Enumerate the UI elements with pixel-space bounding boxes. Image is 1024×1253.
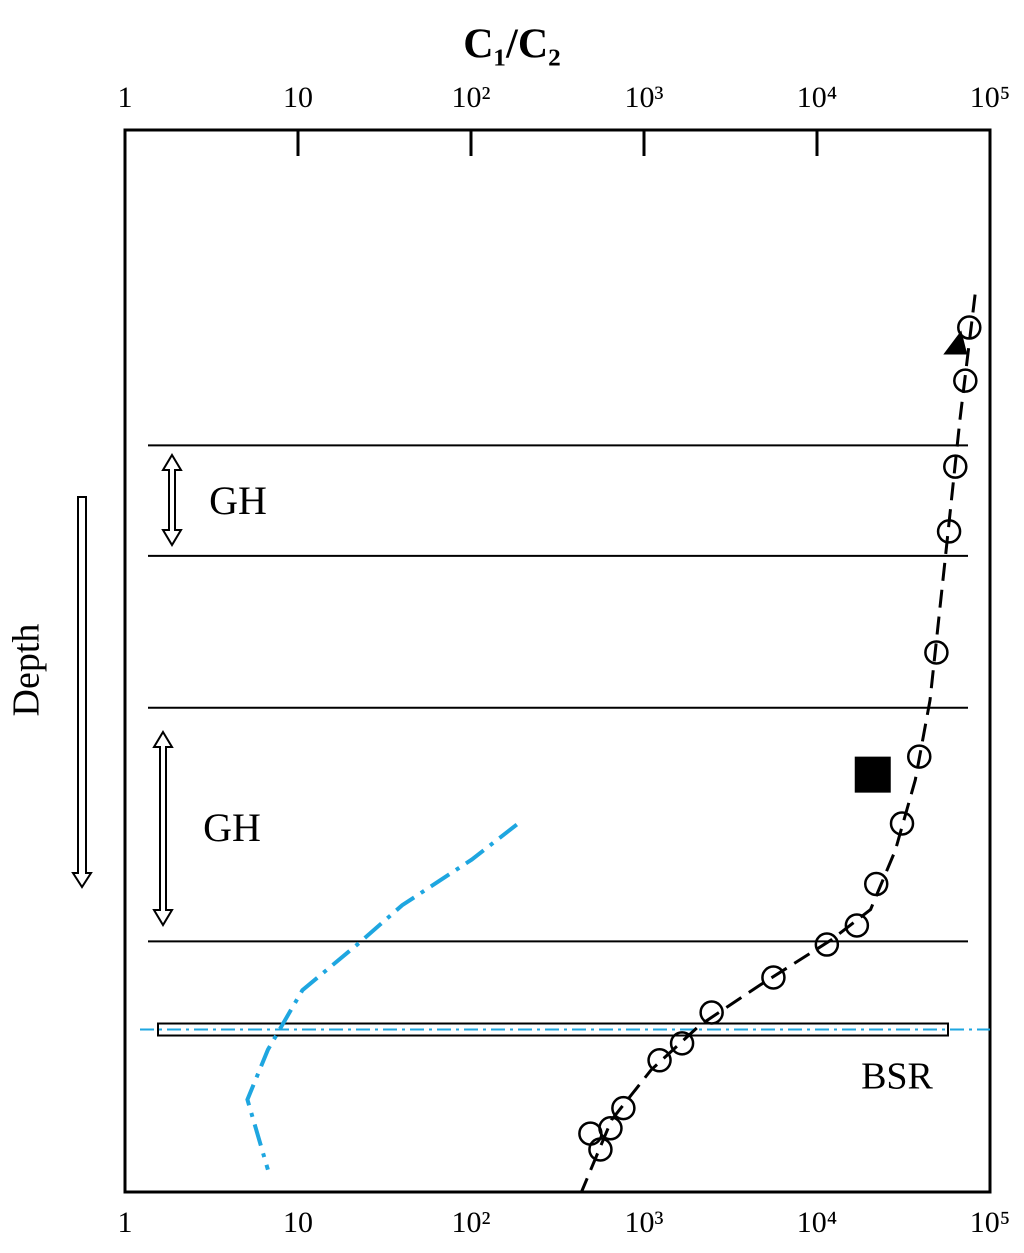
sample-point [953,368,978,393]
depth-arrow [71,496,93,889]
sample-point [647,1048,672,1073]
x-tick-label-top: 1 [118,81,133,114]
x-tick-label-bottom: 1 [118,1206,133,1239]
sample-point [814,932,840,957]
gh-arrow [152,453,183,927]
x-tick-label-bottom: 10² [452,1206,491,1239]
triangle-point [943,330,968,355]
chart-title: C₁/C₂ [463,22,561,68]
sample-point [699,1000,724,1025]
x-tick-label-top: 10 [283,81,313,114]
y-axis-label: Depth [6,624,48,717]
sample-point [578,1121,603,1146]
sample-point [943,454,968,479]
x-tick-label-bottom: 10⁴ [797,1206,837,1239]
x-tick-label-bottom: 10 [283,1206,313,1239]
annotation: BSR [861,1056,933,1098]
trend-line [580,294,977,1193]
x-tick-label-top: 10² [452,81,491,114]
sample-point [957,315,982,340]
square-point [854,756,891,793]
x-tick-label-top: 10⁴ [797,81,837,114]
x-tick-label-top: 10³ [625,81,664,114]
sample-point [907,744,932,769]
annotation: GH [203,805,261,850]
sample-point [611,1095,636,1121]
sample-point [598,1116,623,1141]
annotation: GH [209,478,267,523]
sample-point [588,1137,613,1162]
x-tick-label-top: 10⁵ [970,81,1010,114]
sample-point [761,965,786,990]
sample-point [924,640,949,665]
sample-point [889,811,915,836]
sample-point [669,1031,695,1056]
x-tick-label-bottom: 10⁵ [970,1206,1010,1239]
x-tick-label-bottom: 10³ [625,1206,664,1239]
sample-point [936,519,962,544]
sample-point [844,913,870,938]
cyan-curve [245,822,519,1171]
sample-point [863,871,889,897]
plot-frame [123,128,992,1194]
